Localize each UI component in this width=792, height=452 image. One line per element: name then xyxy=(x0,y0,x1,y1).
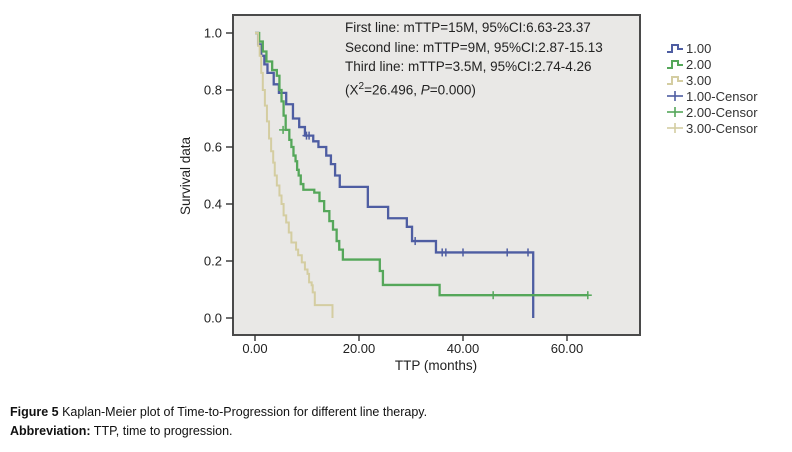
abbreviation-label: Abbreviation: xyxy=(10,424,91,438)
caption-figure-label: Figure 5 xyxy=(10,405,59,419)
legend-label: 3.00 xyxy=(686,72,712,88)
censor-mark-2.00 xyxy=(279,125,288,134)
annotation-line-second: Second line: mTTP=9M, 95%CI:2.87-15.13 xyxy=(345,39,603,55)
y-tick-label: 0.8 xyxy=(204,83,222,98)
censor-mark-1.00 xyxy=(524,248,532,257)
step-line-swatch-3-icon xyxy=(666,73,684,87)
step-line-swatch-2-icon xyxy=(666,57,684,71)
censor-mark-2.00 xyxy=(583,291,592,300)
censor-plus-swatch-3-icon xyxy=(666,121,684,135)
censor-mark-1.00 xyxy=(441,248,450,257)
censor-mark-1.00 xyxy=(459,248,467,257)
x-tick-label: 40.00 xyxy=(447,341,480,356)
x-tick-label: 20.00 xyxy=(343,341,376,356)
legend-item-2: 2.00 xyxy=(666,56,758,72)
caption-line: Figure 5 Kaplan-Meier plot of Time-to-Pr… xyxy=(10,403,427,422)
y-tick-label: 0.4 xyxy=(204,197,222,212)
legend-label: 1.00 xyxy=(686,40,712,56)
stats-annotation: First line: mTTP=15M, 95%CI:6.63-23.37 S… xyxy=(345,18,645,100)
x-tick-label: 60.00 xyxy=(551,341,584,356)
y-tick-label: 0.0 xyxy=(204,311,222,326)
y-tick-label: 0.2 xyxy=(204,254,222,269)
y-tick-label: 1.0 xyxy=(204,26,222,41)
figure-caption: Figure 5 Kaplan-Meier plot of Time-to-Pr… xyxy=(10,403,427,441)
x-tick-label: 0.00 xyxy=(242,341,267,356)
annotation-line-first: First line: mTTP=15M, 95%CI:6.63-23.37 xyxy=(345,20,591,35)
legend-item-3: 3.00 xyxy=(666,72,758,88)
legend-item-6: 3.00-Censor xyxy=(666,120,758,136)
y-tick-label: 0.6 xyxy=(204,140,222,155)
annotation-line-chi: (X2=26.496, P=0.000) xyxy=(345,80,476,98)
legend-label: 2.00-Censor xyxy=(686,104,758,120)
x-axis-title: TTP (months) xyxy=(394,358,478,373)
caption-text: Kaplan-Meier plot of Time-to-Progression… xyxy=(58,405,428,419)
step-line-swatch-1-icon xyxy=(666,41,684,55)
y-axis-title: Survival data xyxy=(178,136,193,216)
legend: 1.00 2.00 3.00 1.00-Censor 2.00-Censor xyxy=(666,40,758,136)
censor-mark-1.00 xyxy=(411,237,420,246)
km-curve-2.00 xyxy=(255,31,588,297)
legend-label: 1.00-Censor xyxy=(686,88,758,104)
abbreviation-line: Abbreviation: TTP, time to progression. xyxy=(10,422,427,441)
legend-item-1: 1.00 xyxy=(666,40,758,56)
legend-item-5: 2.00-Censor xyxy=(666,104,758,120)
km-curve-3.00 xyxy=(255,32,334,318)
km-curve-1.00 xyxy=(255,31,535,318)
censor-plus-swatch-1-icon xyxy=(666,89,684,103)
censor-mark-1.00 xyxy=(503,248,512,257)
annotation-line-third: Third line: mTTP=3.5M, 95%CI:2.74-4.26 xyxy=(345,59,592,74)
censor-mark-1.00 xyxy=(305,131,314,140)
abbreviation-text: TTP, time to progression. xyxy=(90,424,233,438)
legend-label: 2.00 xyxy=(686,56,712,72)
legend-item-4: 1.00-Censor xyxy=(666,88,758,104)
censor-mark-2.00 xyxy=(489,291,498,300)
censor-plus-swatch-2-icon xyxy=(666,105,684,119)
legend-label: 3.00-Censor xyxy=(686,120,758,136)
